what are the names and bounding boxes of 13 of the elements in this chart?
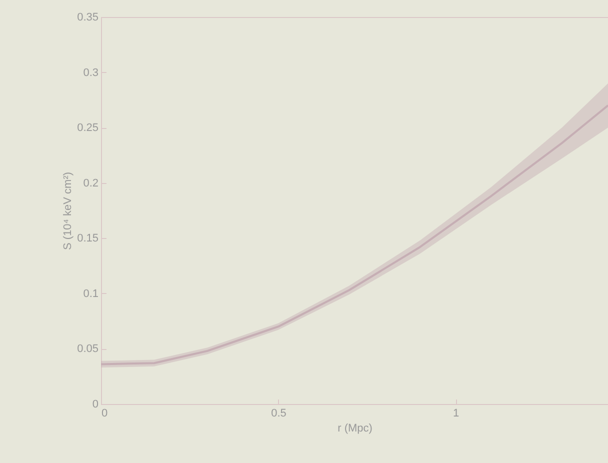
y-axis-title: S (10⁴ keV cm²) <box>62 172 74 250</box>
x-axis-title: r (Mpc) <box>338 422 372 434</box>
y-tick-label: 0.25 <box>77 122 98 134</box>
x-tick-label: 0.5 <box>271 408 286 420</box>
y-tick-label: 0.35 <box>77 12 98 24</box>
y-tick-label: 0.2 <box>83 177 98 190</box>
y-tick-label: 0.05 <box>77 343 98 356</box>
x-tick-label: 1 <box>452 408 460 420</box>
y-tick-label: 0.3 <box>83 66 98 79</box>
y-tick-label: 0.15 <box>77 232 98 245</box>
y-tick-label: 0 <box>92 398 98 410</box>
y-tick-label: 0.1 <box>83 288 98 300</box>
x-tick-label: 0 <box>102 408 108 420</box>
